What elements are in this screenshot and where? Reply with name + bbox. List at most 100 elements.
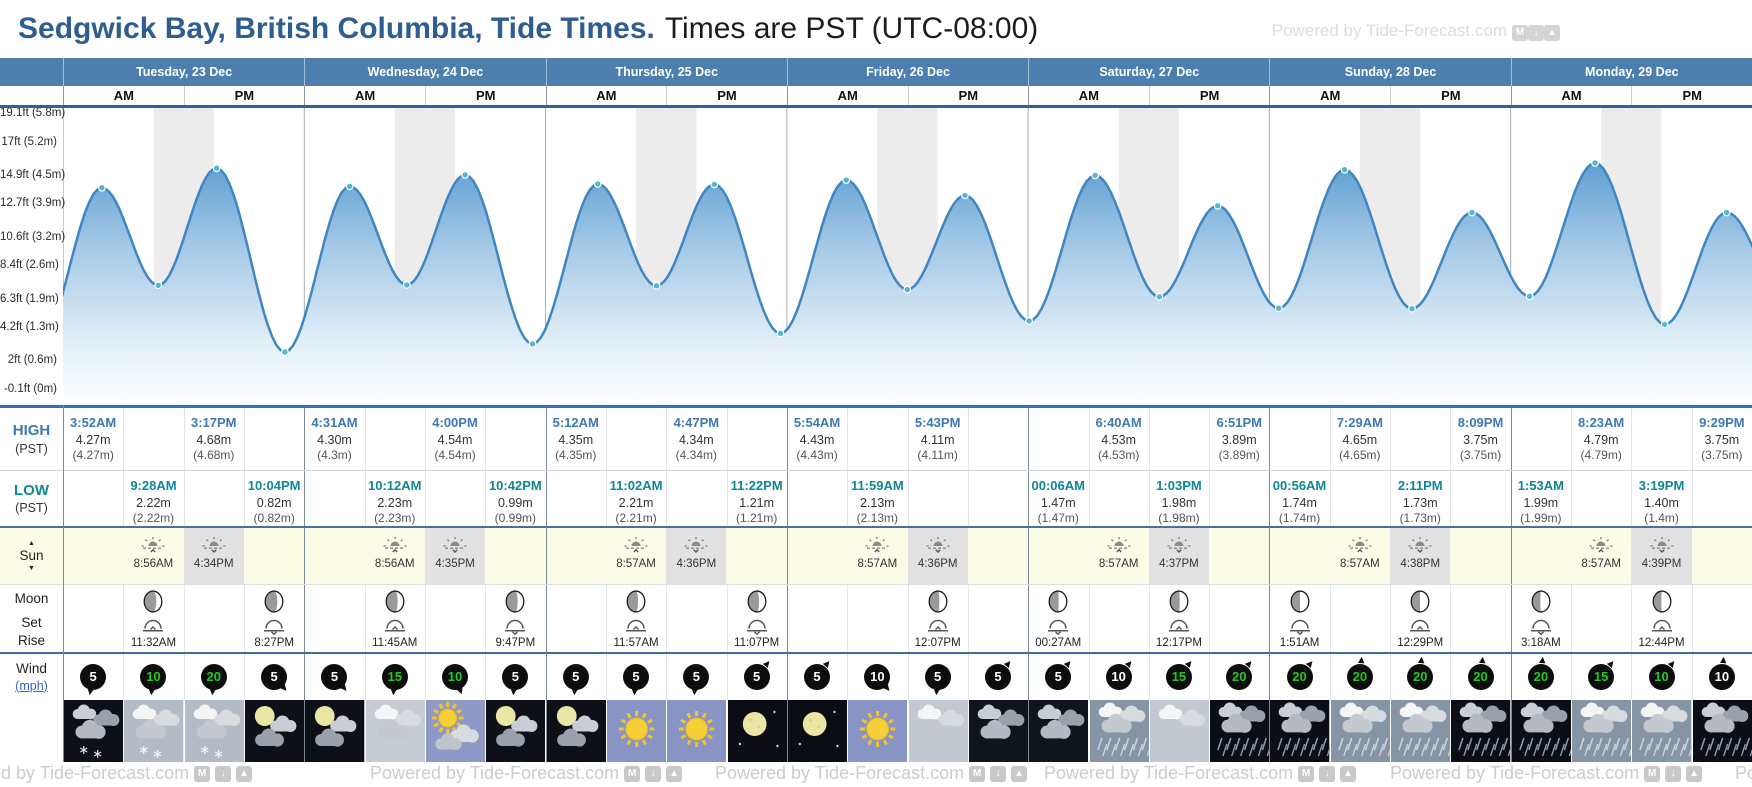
grid-line <box>847 408 849 470</box>
wind-speed-icon: ▲ 5 <box>257 659 292 696</box>
tide-time: 3:17PM <box>190 415 237 430</box>
tide-extreme-dot <box>1525 292 1534 301</box>
sunrise-icon <box>141 537 165 553</box>
tide-extreme-dot <box>710 180 719 189</box>
rain-night-icon <box>1451 700 1514 762</box>
grid-line <box>1209 408 1211 470</box>
grid-line <box>1390 471 1392 526</box>
pm-column-header: PM <box>183 86 305 105</box>
wind-cell: ▲ 20 <box>1450 654 1510 699</box>
store-badge-icon[interactable]: ↓ <box>645 765 662 782</box>
am-column-header: AM <box>786 86 908 105</box>
moon-rise-icon <box>626 619 647 632</box>
tide-height-datum: (3.75m) <box>1701 448 1743 463</box>
grid-line <box>1390 408 1392 470</box>
grid-line <box>1088 471 1090 526</box>
tide-height-datum: (4.11m) <box>917 448 958 463</box>
grid-line <box>424 585 426 652</box>
am-column-header: AM <box>1028 86 1149 105</box>
store-badge-icon[interactable]: M <box>969 765 986 782</box>
powered-by-link[interactable]: Powered by Tide-Forecast.com M ↓ ▲ <box>1272 20 1560 41</box>
y-axis-label: 17ft (5.2m) <box>1 135 57 148</box>
wind-speed-icon: ▲ 10 <box>860 659 896 696</box>
store-badge-icon[interactable]: M <box>624 765 641 782</box>
grid-line <box>123 471 125 526</box>
y-axis-label: 10.6ft (3.2m) <box>0 230 66 243</box>
moon-rise-time: 12:44PM <box>1638 637 1685 649</box>
wind-unit-link[interactable]: (mph) <box>15 678 48 693</box>
low-tide-entry: 9:28AM 2.22m (2.22m) <box>123 478 183 527</box>
sunrise-time: 8:57AM <box>1098 558 1139 570</box>
grid-line <box>1450 471 1452 526</box>
grid-line <box>424 408 426 470</box>
sunset-icon <box>202 537 226 553</box>
grid-line <box>1148 471 1150 526</box>
tide-extreme-dot <box>1213 201 1222 210</box>
label-column-border <box>63 405 64 762</box>
tide-height-datum: (3.75m) <box>1459 448 1502 463</box>
store-badge-icon[interactable]: ↓ <box>1319 765 1336 782</box>
store-badge-icon[interactable]: ↓ <box>1528 25 1544 41</box>
moon-event-cell: 11:32AM <box>123 585 183 652</box>
grid-line <box>1450 408 1452 470</box>
store-badge-icon[interactable]: ▲ <box>236 765 253 782</box>
sunset-time: 4:39PM <box>1641 558 1682 570</box>
day-header-cell: Tuesday, 23 Dec <box>63 58 304 86</box>
store-badge-icon[interactable]: M <box>1298 765 1315 782</box>
sunrise-cell: 8:56AM <box>365 528 425 584</box>
low-tide-entry: 10:42PM 0.99m (0.99m) <box>485 478 545 527</box>
wind-cell: ▲ 20 <box>1269 656 1329 699</box>
moon-row: Moon Set Rise 11:32AM 8:27PM 11:45AM <box>0 584 1752 652</box>
grid-line <box>1028 585 1030 652</box>
tide-height-datum: (4.35m) <box>555 448 597 463</box>
grid-line <box>183 471 185 526</box>
wind-cell: ▲ 5 <box>666 659 726 699</box>
store-badge-icon[interactable]: ▲ <box>666 765 683 782</box>
tide-height: 4.34m <box>678 432 714 447</box>
grid-line <box>364 585 366 652</box>
tide-time: 5:43PM <box>914 415 961 430</box>
sun-row-label[interactable]: ▲ Sun ▼ <box>19 540 44 572</box>
tide-time: 3:52AM <box>70 415 117 430</box>
store-badge-icon[interactable]: ▲ <box>1544 25 1560 41</box>
store-badge-icon[interactable]: M <box>194 765 211 782</box>
grid-line <box>1691 408 1693 470</box>
store-badge-icon[interactable]: ↓ <box>990 765 1007 782</box>
store-badge-icon[interactable]: ▲ <box>1011 765 1028 782</box>
weather-cell <box>786 700 848 762</box>
tide-extreme-dot <box>1660 320 1669 329</box>
store-badge-icon[interactable]: ↓ <box>215 765 232 782</box>
tide-extreme-dot <box>1591 159 1599 167</box>
sunset-icon <box>1408 537 1432 553</box>
store-badge-icon[interactable]: M <box>1644 765 1661 782</box>
y-axis-label: 12.7ft (3.9m) <box>0 197 66 210</box>
sunrise-triangle-icon: ▲ <box>28 540 35 548</box>
store-badge-icon[interactable]: ▲ <box>1340 765 1357 782</box>
wind-speed-icon: ▲ 5 <box>981 656 1016 693</box>
title-bar: Sedgwick Bay, British Columbia, Tide Tim… <box>0 0 1752 58</box>
tide-area <box>63 163 1752 405</box>
high-tide-entry: 6:40AM 4.53m (4.53m) <box>1089 415 1149 464</box>
wind-speed-value: 5 <box>261 664 288 690</box>
grid-line <box>1510 471 1512 526</box>
tide-time: 00:56AM <box>1272 478 1327 493</box>
store-badge-icon[interactable]: ↓ <box>1665 765 1682 782</box>
store-badge-icon[interactable]: M <box>1512 25 1528 41</box>
store-badge-icon[interactable]: ▲ <box>1686 765 1703 782</box>
wind-speed-icon: ▲ 5 <box>619 659 653 698</box>
weather-cell <box>244 700 305 762</box>
sunrise-cell: 8:57AM <box>1330 528 1390 584</box>
tide-extreme-dot <box>1091 171 1100 180</box>
moon-set-time: 1:51AM <box>1279 637 1320 649</box>
tide-height-datum: (4.79m) <box>1580 448 1622 463</box>
sunrise-time: 8:56AM <box>133 558 174 570</box>
tide-height-datum: (3.89m) <box>1218 448 1260 463</box>
grid-line <box>726 585 728 652</box>
grid-line <box>666 585 668 652</box>
